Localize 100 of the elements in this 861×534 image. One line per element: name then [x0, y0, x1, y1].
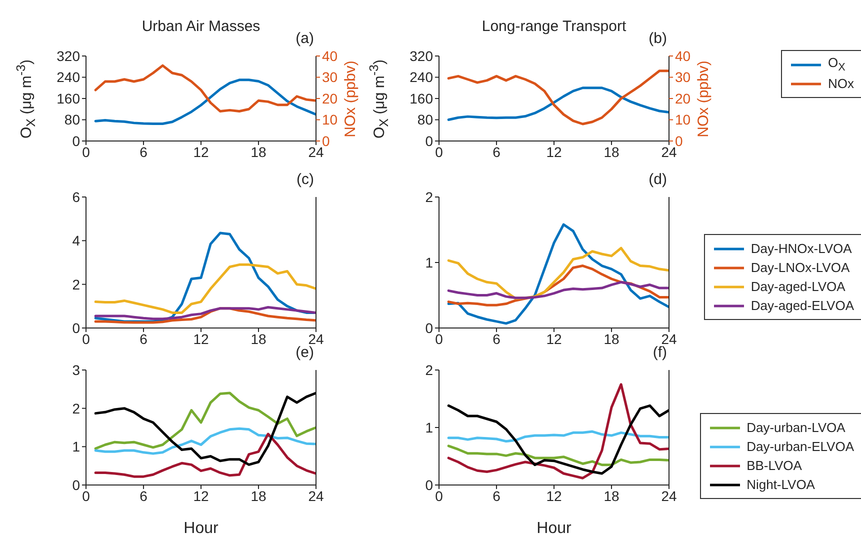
- text: (c): [296, 171, 314, 188]
- x-tick-label: 12: [546, 330, 562, 347]
- y-tick-label: 2: [72, 276, 80, 292]
- line-series: [447, 383, 669, 480]
- legend-label: Day-aged-LVOA: [750, 279, 846, 294]
- y2-tick-label: 10: [675, 112, 691, 128]
- x-tick-label: 12: [546, 144, 562, 160]
- x-tick-label: 18: [250, 330, 266, 347]
- y2-tick-label: 40: [322, 48, 338, 64]
- x-tick-label: 0: [435, 144, 444, 160]
- x-tick-label: 6: [140, 144, 148, 160]
- line-series: [447, 444, 669, 466]
- x-tick-label: 24: [661, 144, 677, 160]
- legend-label: Night-LVOA: [746, 477, 815, 492]
- y2-axis-title: NOx (ppbv): [342, 59, 360, 139]
- y-tick-label: 6: [72, 188, 80, 205]
- x-tick-label: 12: [193, 330, 209, 347]
- y-tick-label: 0: [425, 132, 434, 149]
- x-tick-label: 24: [308, 488, 324, 504]
- y-tick-label: 1: [425, 254, 434, 270]
- x-tick-label: 6: [492, 488, 501, 504]
- x-tick-label: 18: [250, 144, 266, 160]
- y-tick-label: 0: [72, 320, 80, 336]
- legend-label: Day-LNOx-LVOA: [750, 260, 850, 275]
- y2-tick-label: 0: [322, 132, 330, 149]
- line-series: [94, 78, 316, 125]
- x-tick-label: 18: [250, 488, 266, 504]
- y2-tick-label: 20: [322, 90, 338, 106]
- y-tick-label: 0: [72, 476, 80, 493]
- legend-label: Day-aged-ELVOA: [750, 298, 854, 313]
- line-series: [447, 280, 669, 300]
- x-tick-label: 0: [82, 144, 90, 160]
- y-tick-label: 2: [72, 400, 80, 416]
- line-series: [447, 70, 669, 126]
- text: (a): [296, 30, 314, 47]
- line-series: [447, 404, 669, 475]
- text: (f): [652, 344, 667, 361]
- line-series: [447, 223, 669, 325]
- x-tick-label: 6: [492, 330, 501, 347]
- x-axis-title: Hour: [536, 520, 572, 534]
- x-tick-label: 24: [661, 488, 677, 504]
- x-tick-label: 24: [308, 144, 324, 160]
- line-series: [94, 392, 316, 466]
- y-tick-label: 0: [425, 476, 434, 493]
- line-series: [94, 306, 316, 320]
- line-series: [447, 246, 669, 300]
- y-tick-label: 3: [72, 362, 80, 378]
- y2-tick-label: 20: [675, 90, 691, 106]
- text: (e): [296, 344, 314, 361]
- line-series: [447, 430, 669, 443]
- line-series: [94, 392, 316, 450]
- y2-tick-label: 40: [675, 48, 691, 64]
- y-tick-label: 240: [410, 69, 434, 86]
- x-tick-label: 0: [82, 488, 90, 504]
- legend-label: Day-HNOx-LVOA: [750, 241, 852, 256]
- y-tick-label: 1: [72, 438, 80, 455]
- text: (b): [648, 30, 667, 47]
- legend-label: BB-LVOA: [746, 458, 802, 473]
- y-tick-label: 2: [425, 362, 434, 378]
- y-tick-label: 0: [425, 320, 434, 336]
- line-series: [94, 427, 316, 455]
- x-tick-label: 18: [604, 488, 620, 504]
- chart-title: Long-range Transport: [482, 18, 626, 35]
- y2-tick-label: 30: [322, 69, 338, 86]
- x-tick-label: 0: [82, 330, 90, 347]
- y-tick-label: 80: [417, 112, 434, 128]
- y-tick-label: 4: [72, 232, 80, 249]
- legend-label: Day-urban-ELVOA: [746, 439, 854, 454]
- line-series: [94, 263, 316, 314]
- x-axis-title: Hour: [184, 520, 220, 534]
- legend-label: O$_{X}$: [828, 55, 846, 74]
- y-tick-label: 320: [410, 48, 434, 64]
- x-tick-label: 0: [435, 330, 444, 347]
- y-tick-label: 0: [72, 132, 80, 149]
- x-tick-label: 18: [604, 330, 620, 347]
- x-tick-label: 12: [193, 488, 209, 504]
- y-tick-label: 80: [64, 112, 80, 128]
- x-tick-label: 6: [492, 144, 501, 160]
- y-tick-label: 160: [410, 90, 434, 106]
- x-tick-label: 12: [193, 144, 209, 160]
- y2-tick-label: 30: [675, 69, 691, 86]
- line-series: [447, 86, 669, 121]
- y2-tick-label: 0: [675, 132, 683, 149]
- x-tick-label: 6: [140, 488, 148, 504]
- text: (d): [648, 171, 667, 188]
- y2-tick-label: 10: [322, 112, 338, 128]
- legend-label: Day-urban-LVOA: [746, 420, 846, 435]
- y-tick-label: 1: [425, 419, 434, 436]
- x-tick-label: 24: [308, 330, 324, 347]
- y-tick-label: 2: [425, 188, 434, 205]
- x-tick-label: 6: [140, 330, 148, 347]
- x-tick-label: 18: [604, 144, 620, 160]
- y-tick-label: 320: [56, 48, 80, 64]
- x-tick-label: 0: [435, 488, 444, 504]
- legend-label: NOx: [828, 76, 854, 91]
- y-tick-label: 160: [56, 90, 80, 106]
- chart-title: Urban Air Masses: [142, 18, 260, 35]
- y2-axis-title: NOx (ppbv): [695, 59, 713, 139]
- x-tick-label: 12: [546, 488, 562, 504]
- line-series: [94, 432, 316, 478]
